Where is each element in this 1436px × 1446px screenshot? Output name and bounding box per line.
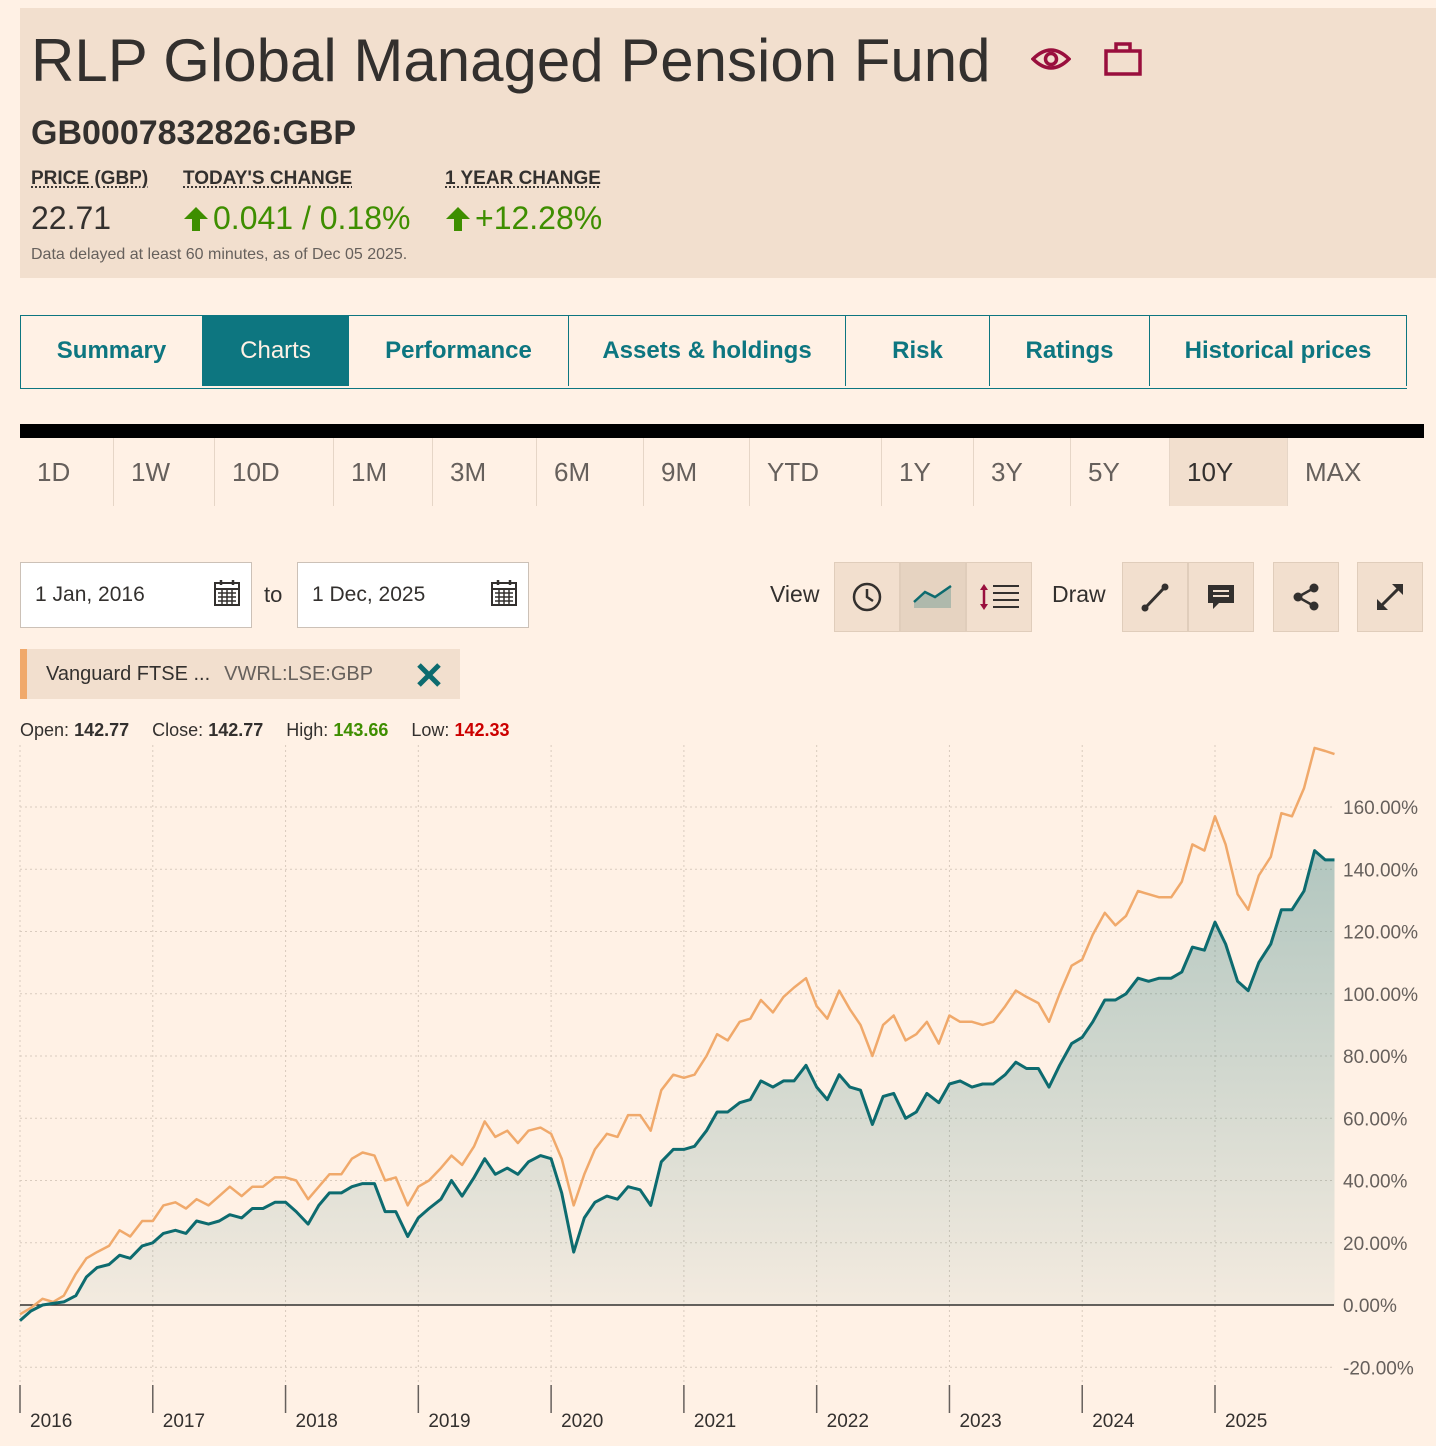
y-tick-label: 80.00% [1343, 1047, 1408, 1068]
year-change-value: +12.28% [475, 200, 603, 236]
tab-assets-holdings[interactable]: Assets & holdings [569, 316, 846, 386]
calendar-icon[interactable] [490, 579, 518, 613]
close-icon[interactable] [416, 662, 442, 693]
period-max[interactable]: MAX [1305, 456, 1362, 487]
date-to-value: 1 Dec, 2025 [312, 583, 426, 606]
tab-charts[interactable]: Charts [203, 316, 349, 386]
performance-chart[interactable]: -20.00% 0.00% 20.00% 40.00% 60.00% 80.00% 100.… [0, 740, 1436, 1440]
tab-risk[interactable]: Risk [846, 316, 990, 386]
price-value: 22.71 [31, 200, 112, 236]
period-6m[interactable]: 6M [537, 438, 644, 506]
tab-ratings[interactable]: Ratings [990, 316, 1150, 386]
date-to-input[interactable]: 1 Dec, 2025 [297, 562, 529, 628]
date-from-input[interactable]: 1 Jan, 2016 [20, 562, 252, 628]
ticker-symbol: GB0007832826:GBP [31, 114, 357, 152]
comparison-series-line [19, 746, 1335, 1316]
x-tick-label: 2017 [163, 1411, 205, 1432]
x-tick-label: 2019 [428, 1411, 470, 1432]
year-change-stat: 1 YEAR CHANGE +12.28% [445, 168, 602, 237]
period-5y[interactable]: 5Y [1071, 438, 1170, 506]
date-from-value: 1 Jan, 2016 [35, 583, 145, 606]
today-change-value: 0.041 / 0.18% [213, 200, 411, 236]
x-tick-label: 2023 [959, 1411, 1001, 1432]
period-10y[interactable]: 10Y [1170, 438, 1288, 506]
x-tick-label: 2020 [561, 1411, 603, 1432]
x-tick-label: 2022 [827, 1411, 869, 1432]
arrow-up-icon [184, 206, 208, 231]
period-ytd[interactable]: YTD [750, 438, 882, 506]
calendar-icon[interactable] [213, 579, 241, 613]
delayed-note: Data delayed at least 60 minutes, as of … [31, 246, 408, 263]
high-label: High: [286, 720, 329, 740]
y-tick-label: 0.00% [1343, 1296, 1397, 1317]
x-tick-label: 2021 [694, 1411, 736, 1432]
y-tick-label: 120.00% [1343, 923, 1418, 944]
period-3m[interactable]: 3M [433, 438, 537, 506]
indicators-icon[interactable] [966, 562, 1032, 632]
close-value: 142.77 [208, 720, 264, 740]
open-label: Open: [20, 720, 70, 740]
line-chart-icon[interactable] [900, 562, 966, 632]
briefcase-icon[interactable] [1103, 41, 1143, 82]
clock-icon[interactable] [834, 562, 900, 632]
today-change-label[interactable]: TODAY'S CHANGE [183, 168, 353, 189]
area-fill [20, 850, 1335, 1321]
arrow-up-icon [446, 206, 470, 231]
low-value: 142.33 [454, 720, 510, 740]
close-label: Close: [152, 720, 204, 740]
expand-icon[interactable] [1357, 562, 1423, 632]
y-tick-label: 100.00% [1343, 985, 1418, 1006]
tab-bar: Summary Charts Performance Assets & hold… [20, 315, 1407, 389]
high-value: 143.66 [333, 720, 389, 740]
period-1w[interactable]: 1W [114, 438, 215, 506]
date-range-to-label: to [264, 582, 283, 607]
eye-icon[interactable] [1030, 44, 1072, 79]
x-tick-label: 2016 [30, 1411, 72, 1432]
price-stat: PRICE (GBP) 22.71 [31, 168, 148, 237]
x-tick-label: 2018 [296, 1411, 338, 1432]
x-tick-label: 2024 [1092, 1411, 1135, 1432]
period-1d[interactable]: 1D [20, 438, 114, 506]
draw-line-icon[interactable] [1122, 562, 1188, 632]
quote-header: RLP Global Managed Pension Fund GB000783… [20, 8, 1436, 278]
draw-label: Draw [1052, 581, 1106, 607]
today-change-stat: TODAY'S CHANGE 0.041 / 0.18% [183, 168, 410, 237]
comparison-name: Vanguard FTSE ... [46, 662, 211, 685]
y-tick-label: 20.00% [1343, 1234, 1408, 1255]
tab-performance[interactable]: Performance [349, 316, 569, 386]
period-3y[interactable]: 3Y [974, 438, 1071, 506]
tab-historical-prices[interactable]: Historical prices [1150, 316, 1407, 386]
annotation-icon[interactable] [1188, 562, 1254, 632]
page-title: RLP Global Managed Pension Fund [31, 27, 991, 94]
tab-summary[interactable]: Summary [21, 316, 203, 386]
x-tick-label: 2025 [1225, 1411, 1267, 1432]
period-selector: 1D 1W 10D 1M 3M 6M 9M YTD 1Y 3Y 5Y 10Y M… [20, 438, 1424, 506]
period-1y[interactable]: 1Y [882, 438, 974, 506]
fund-series-line [19, 849, 1335, 1322]
divider-bar [20, 424, 1424, 438]
y-tick-label: 60.00% [1343, 1109, 1408, 1130]
price-label[interactable]: PRICE (GBP) [31, 168, 149, 189]
comparison-chip: Vanguard FTSE ... VWRL:LSE:GBP [20, 649, 460, 699]
period-10d[interactable]: 10D [215, 438, 334, 506]
ohlc-readout: Open: 142.77 Close: 142.77 High: 143.66 … [20, 720, 510, 741]
period-1m[interactable]: 1M [334, 438, 433, 506]
year-change-label[interactable]: 1 YEAR CHANGE [445, 168, 601, 189]
y-tick-label: 160.00% [1343, 798, 1418, 819]
comparison-code: VWRL:LSE:GBP [224, 662, 374, 685]
period-9m[interactable]: 9M [644, 438, 750, 506]
y-tick-label: -20.00% [1343, 1358, 1414, 1379]
share-icon[interactable] [1273, 562, 1339, 632]
open-value: 142.77 [74, 720, 130, 740]
low-label: Low: [411, 720, 450, 740]
view-label: View [770, 581, 820, 607]
y-tick-label: 140.00% [1343, 860, 1418, 881]
y-tick-label: 40.00% [1343, 1172, 1408, 1193]
